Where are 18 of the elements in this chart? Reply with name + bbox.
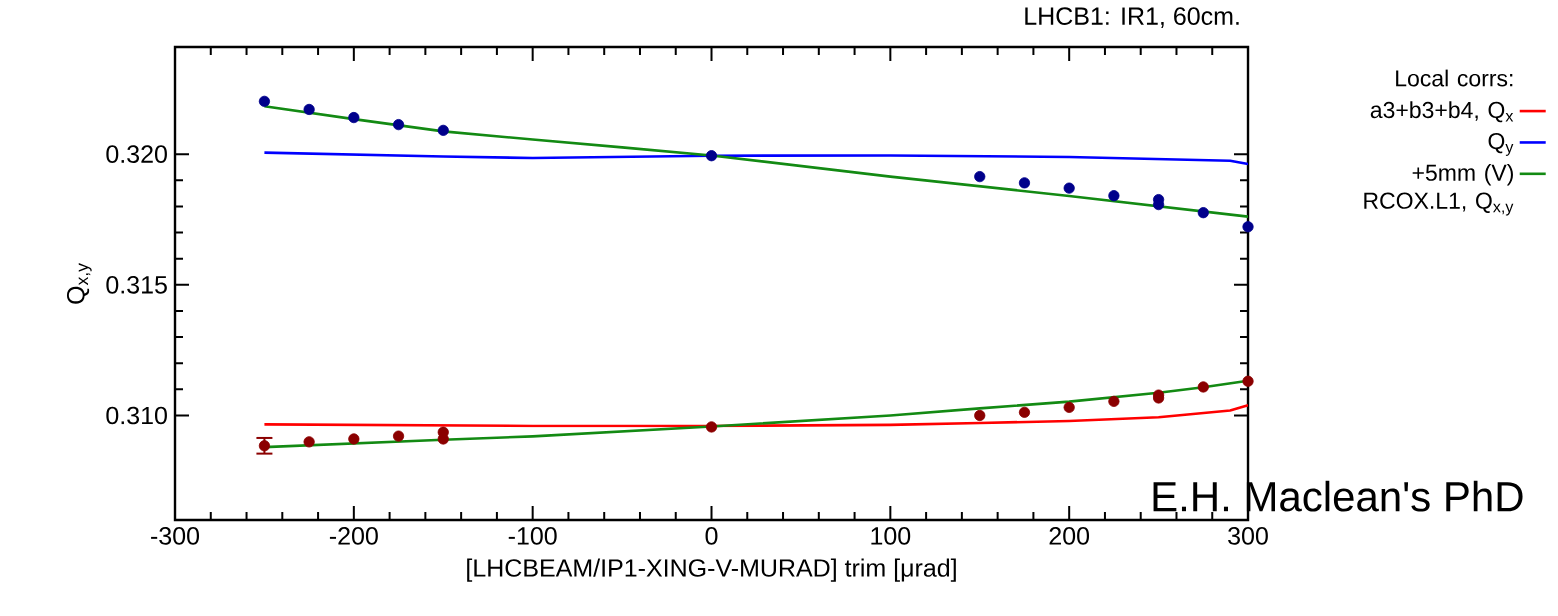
y-tick-label: 0.315 — [106, 275, 167, 294]
legend-label: a3+b3+b4, Q$_{x}$ — [1370, 101, 1514, 123]
x-tick-label: 200 — [1049, 527, 1090, 545]
legend-label: +5mm (V) RCOX.L1, Q$_{x,y}$ — [1364, 163, 1514, 216]
x-tick-label: 300 — [1228, 527, 1268, 545]
x-tick-label: 100 — [871, 527, 911, 545]
legend-label: Q$_{y}$ — [1488, 132, 1514, 156]
chart-title: LHCB1: IR1, 60cm. — [1025, 7, 1239, 28]
y-axis-title: Q$_{x,y}$ — [66, 263, 92, 304]
y-tick-label: 0.310 — [106, 406, 167, 425]
x-tick-label: 0 — [705, 527, 718, 545]
annotation: E.H. Maclean's PhD — [1153, 480, 1523, 512]
x-tick-label: -300 — [151, 527, 200, 545]
legend-title: Local corrs: — [1396, 69, 1513, 87]
x-tick-label: -200 — [329, 527, 378, 545]
x-tick-label: -100 — [508, 527, 557, 545]
x-axis-title: [LHCBEAM/IP1-XING-V-MURAD] trim [μrad] — [467, 558, 956, 582]
y-tick-label: 0.320 — [106, 145, 167, 163]
